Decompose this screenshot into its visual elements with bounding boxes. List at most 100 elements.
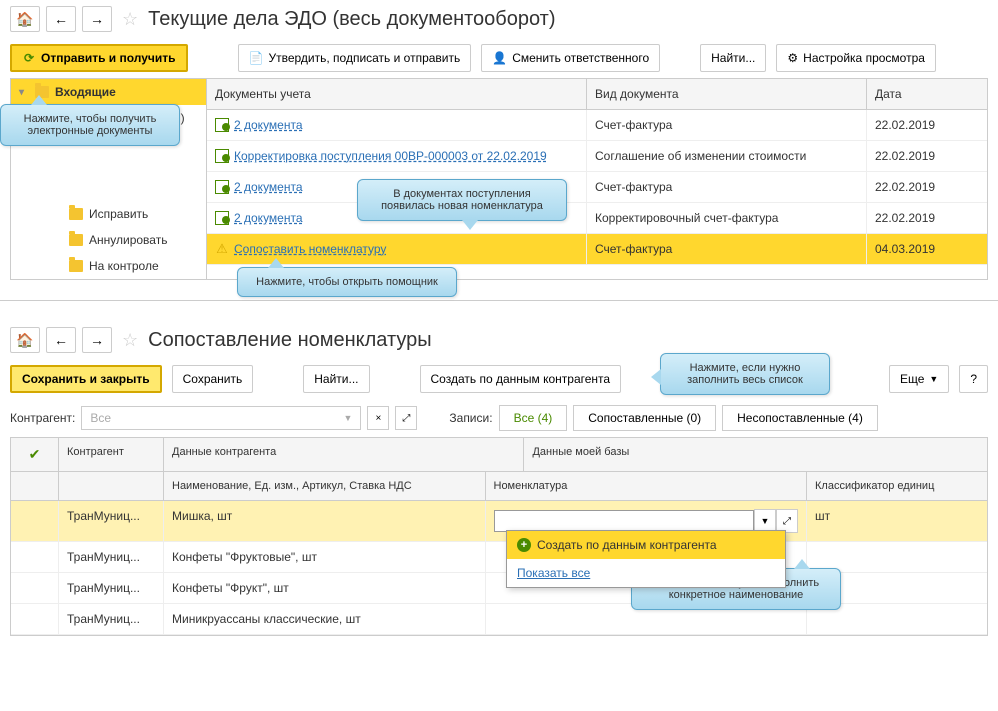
back-button[interactable]: ← [46,6,76,32]
person-icon: 👤 [492,51,507,65]
table-row[interactable]: Корректировка поступления 00BP-000003 от… [207,141,987,172]
doc-type: Корректировочный счет-фактура [587,203,867,233]
table-row[interactable]: ТранМуниц...Конфеты "Фруктовые", шт [11,542,987,573]
chevron-down-icon: ▼ [929,374,938,384]
col-contractor-data[interactable]: Данные контрагента [164,438,524,471]
table-row[interactable]: ⚠Сопоставить номенклатуруСчет-фактура04.… [207,234,987,265]
send-receive-button[interactable]: ⟳ Отправить и получить [10,44,188,72]
tab-all[interactable]: Все (4) [499,405,568,431]
doc-link[interactable]: Сопоставить номенклатуру [234,242,386,256]
back-button[interactable]: ← [46,327,76,353]
col-check[interactable]: ✔ [11,438,59,471]
document-icon [215,211,229,225]
callout-new-nomenclature: В документах поступления появилась новая… [357,179,567,221]
sidebar-item-cancel[interactable]: Аннулировать [11,227,206,253]
collapse-icon: ▾ [19,87,29,98]
help-button[interactable]: ? [959,365,988,393]
refresh-icon: ⟳ [22,51,36,65]
save-close-button[interactable]: Сохранить и закрыть [10,365,162,393]
table-row[interactable]: 2 документа Счет-фактура22.02.2019 [207,110,987,141]
find-button[interactable]: Найти... [303,365,369,393]
contractor-cell: ТранМуниц... [59,573,164,603]
clear-button[interactable]: × [367,406,389,430]
window-title: Текущие дела ЭДО (весь документооборот) [148,8,555,31]
favorite-icon[interactable]: ☆ [122,330,138,351]
contractor-data-cell: Конфеты "Фруктовые", шт [164,542,486,572]
matching-table: ✔ Контрагент Данные контрагента Данные м… [10,437,988,636]
tab-matched[interactable]: Сопоставленные (0) [573,405,716,431]
doc-type: Счет-фактура [587,234,867,264]
doc-type: Счет-фактура [587,110,867,140]
table-row[interactable]: ТранМуниц...Миникруассаны классические, … [11,604,987,635]
col-date[interactable]: Дата [867,79,987,109]
table-header-1: ✔ Контрагент Данные контрагента Данные м… [11,438,987,472]
create-by-contractor-button[interactable]: Создать по данным контрагента [420,365,622,393]
contractor-data-cell: Конфеты "Фрукт", шт [164,573,486,603]
window-header: 🏠 ← → ☆ Сопоставление номенклатуры [0,321,998,359]
table-header-2: Наименование, Ед. изм., Артикул, Ставка … [11,472,987,501]
window-header: 🏠 ← → ☆ Текущие дела ЭДО (весь документо… [0,0,998,38]
doc-link[interactable]: Корректировка поступления 00BP-000003 от… [234,149,547,163]
folder-icon [69,234,83,246]
dropdown-create[interactable]: + Создать по данным контрагента [507,531,785,559]
window-matching: 🏠 ← → ☆ Сопоставление номенклатуры Сохра… [0,321,998,656]
document-icon [215,180,229,194]
col-contractor[interactable]: Контрагент [59,438,164,471]
find-button[interactable]: Найти... [700,44,766,72]
approve-button[interactable]: 📄 Утвердить, подписать и отправить [238,44,472,72]
classifier-cell: шт [807,501,987,541]
folder-icon [69,208,83,220]
chevron-down-icon: ▼ [343,413,352,423]
contractor-cell: ТранМуниц... [59,604,164,634]
doc-link[interactable]: 2 документа [234,180,303,194]
sidebar-item-fix[interactable]: Исправить [11,201,206,227]
tab-unmatched[interactable]: Несопоставленные (4) [722,405,878,431]
table-row[interactable]: ТранМуниц...Мишка, шт▼⤢шт [11,501,987,542]
nomenclature-input[interactable] [494,510,755,532]
contractor-label: Контрагент: [10,411,75,425]
contractor-select[interactable]: Все ▼ [81,406,361,430]
contractor-data-cell: Мишка, шт [164,501,486,541]
filter-row: Контрагент: Все ▼ × ⤢ Записи: Все (4) Со… [0,399,998,437]
more-button[interactable]: Еще ▼ [889,365,949,393]
contractor-data-cell: Миникруассаны классические, шт [164,604,486,634]
save-button[interactable]: Сохранить [172,365,254,393]
window-edo: 🏠 ← → ☆ Текущие дела ЭДО (весь документо… [0,0,998,301]
home-button[interactable]: 🏠 [10,6,40,32]
forward-button[interactable]: → [82,6,112,32]
doc-type: Счет-фактура [587,172,867,202]
dropdown-menu: + Создать по данным контрагента Показать… [506,530,786,588]
document-icon [215,149,229,163]
doc-date: 22.02.2019 [867,110,987,140]
change-owner-button[interactable]: 👤 Сменить ответственного [481,44,660,72]
doc-date: 22.02.2019 [867,172,987,202]
col-name-unit[interactable]: Наименование, Ед. изм., Артикул, Ставка … [164,472,486,500]
col-documents[interactable]: Документы учета [207,79,587,109]
dropdown-show-all[interactable]: Показать все [507,559,785,587]
contractor-cell: ТранМуниц... [59,542,164,572]
forward-button[interactable]: → [82,327,112,353]
sidebar-item-control[interactable]: На контроле [11,253,206,279]
toolbar: Сохранить и закрыть Сохранить Найти... С… [0,359,998,399]
folder-icon [69,260,83,272]
doc-date: 22.02.2019 [867,141,987,171]
view-settings-button[interactable]: ⚙ Настройка просмотра [776,44,936,72]
expand-button[interactable]: ⤢ [395,406,417,430]
table-row[interactable]: 2 документа Корректировочный счет-фактура… [207,203,987,234]
doc-date: 04.03.2019 [867,234,987,264]
doc-type: Соглашение об изменении стоимости [587,141,867,171]
table-row[interactable]: 2 документа Счет-фактура22.02.2019 [207,172,987,203]
callout-send-receive: Нажмите, чтобы получить электронные доку… [0,104,180,146]
doc-link[interactable]: 2 документа [234,118,303,132]
home-button[interactable]: 🏠 [10,327,40,353]
col-nomenclature[interactable]: Номенклатура [486,472,808,500]
col-type[interactable]: Вид документа [587,79,867,109]
window-title: Сопоставление номенклатуры [148,329,432,352]
callout-open-helper: Нажмите, чтобы открыть помощник [237,267,457,297]
documents-table: Документы учета Вид документа Дата 2 док… [207,78,988,280]
col-classifier[interactable]: Классификатор единиц [807,472,987,500]
doc-link[interactable]: 2 документа [234,211,303,225]
gear-icon: ⚙ [787,51,798,65]
favorite-icon[interactable]: ☆ [122,9,138,30]
col-my-data[interactable]: Данные моей базы [524,438,987,471]
